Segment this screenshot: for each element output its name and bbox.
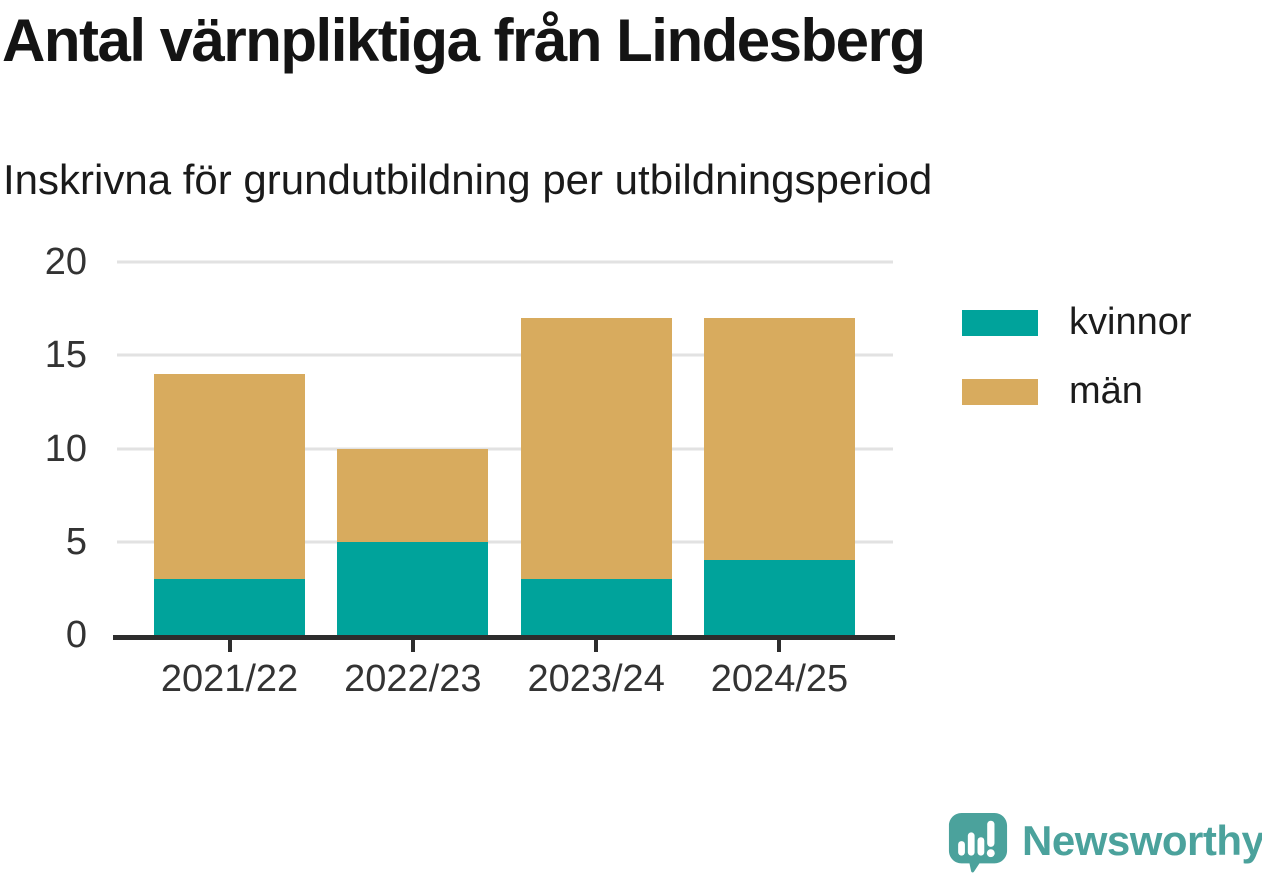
- x-axis-labels: 2021/22 2022/23 2023/24 2024/25: [117, 658, 893, 702]
- bars-container: [154, 262, 855, 635]
- gridline: [117, 540, 893, 544]
- axis-tick-mark: [777, 640, 782, 652]
- bar-segment-män: [154, 373, 305, 580]
- legend: kvinnor män: [962, 303, 1192, 441]
- gridline: [117, 353, 893, 357]
- x-axis-ticks: [117, 640, 893, 652]
- bar-segment-kvinnor: [337, 541, 489, 635]
- y-axis-tick-label: 10: [44, 427, 87, 470]
- legend-swatch-man: [962, 379, 1038, 405]
- chart-subtitle: Inskrivna för grundutbildning per utbild…: [3, 156, 933, 203]
- bar-stack-2024/25: [703, 262, 855, 635]
- bar-segment-män: [703, 317, 855, 561]
- gridline: [117, 447, 893, 450]
- brand-footer: Newsworthy: [947, 812, 1262, 874]
- chart-title: Antal värnpliktiga från Lindesberg: [2, 7, 926, 74]
- x-axis-category-label: 2023/24: [527, 658, 665, 700]
- bar-stack-2023/24: [520, 262, 672, 635]
- x-axis-category-label: 2024/25: [710, 658, 849, 700]
- y-axis-tick-label: 15: [44, 334, 87, 377]
- axis-tick-mark: [594, 640, 599, 652]
- legend-item-man: män: [962, 372, 1192, 412]
- legend-item-kvinnor: kvinnor: [962, 303, 1192, 343]
- y-axis-tick-label: 0: [65, 614, 87, 656]
- legend-swatch-kvinnor: [962, 310, 1038, 336]
- bar-stack-2021/22: [154, 262, 305, 635]
- x-tick-cell: [154, 640, 305, 652]
- brand-name: Newsworthy: [1022, 817, 1262, 864]
- bar-segment-kvinnor: [703, 560, 855, 635]
- x-tick-cell: [337, 640, 488, 652]
- plot-area: [117, 260, 893, 635]
- x-axis-category-label: 2021/22: [160, 658, 299, 700]
- bar-segment-män: [337, 448, 489, 542]
- x-tick-cell: [521, 640, 672, 652]
- x-tick-cell: [704, 640, 855, 652]
- legend-label-man: män: [1069, 370, 1143, 412]
- bar-segment-män: [520, 317, 672, 580]
- bar-segment-kvinnor: [520, 579, 672, 635]
- x-axis-category-label: 2022/23: [344, 658, 482, 700]
- x-axis-line: [113, 635, 895, 640]
- axis-tick-mark: [227, 640, 232, 652]
- axis-tick-mark: [410, 640, 415, 652]
- legend-label-kvinnor: kvinnor: [1069, 301, 1192, 343]
- gridline: [117, 260, 893, 264]
- y-axis-tick-label: 20: [44, 241, 87, 283]
- speech-bubble-bar-chart-icon: [948, 812, 1008, 873]
- y-axis-labels: 0 5 10 15 20: [0, 243, 87, 654]
- bar-stack-2022/23: [337, 262, 489, 635]
- y-axis-tick-label: 5: [65, 520, 87, 563]
- bar-segment-kvinnor: [154, 579, 305, 635]
